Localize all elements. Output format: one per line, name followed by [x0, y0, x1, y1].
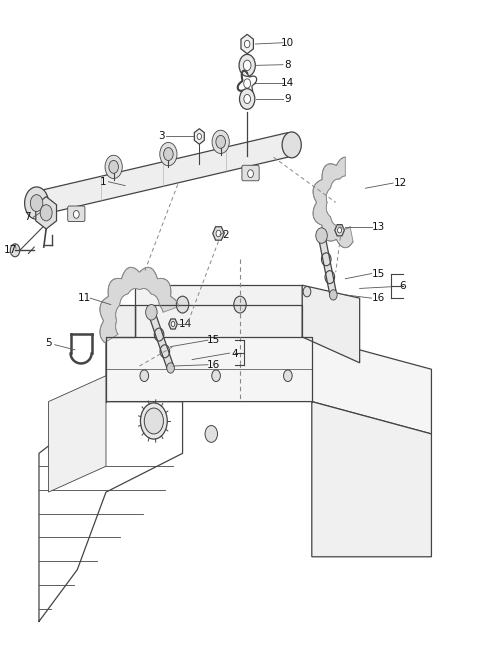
- Circle shape: [282, 132, 301, 158]
- FancyBboxPatch shape: [34, 337, 432, 621]
- Text: 15: 15: [207, 335, 220, 345]
- Polygon shape: [106, 305, 135, 337]
- Circle shape: [234, 296, 246, 313]
- Circle shape: [205, 426, 217, 443]
- Circle shape: [40, 205, 52, 221]
- Circle shape: [216, 135, 226, 148]
- Text: 3: 3: [158, 132, 164, 141]
- Circle shape: [284, 370, 292, 382]
- Circle shape: [171, 321, 175, 327]
- Circle shape: [239, 54, 255, 76]
- Circle shape: [197, 133, 202, 139]
- Text: 14: 14: [179, 319, 192, 329]
- Text: 13: 13: [372, 222, 385, 232]
- Circle shape: [167, 363, 174, 373]
- Polygon shape: [318, 235, 336, 296]
- Text: 2: 2: [222, 230, 229, 240]
- Circle shape: [73, 211, 79, 218]
- Circle shape: [316, 228, 327, 244]
- Circle shape: [105, 156, 122, 178]
- Circle shape: [212, 130, 229, 154]
- Polygon shape: [241, 34, 253, 54]
- Polygon shape: [194, 129, 204, 145]
- Circle shape: [243, 60, 251, 71]
- Circle shape: [10, 244, 20, 257]
- Circle shape: [303, 286, 311, 297]
- FancyBboxPatch shape: [242, 165, 259, 181]
- Text: 12: 12: [394, 178, 407, 188]
- Circle shape: [24, 187, 48, 219]
- Circle shape: [244, 95, 251, 104]
- Circle shape: [337, 227, 342, 233]
- Circle shape: [240, 89, 255, 110]
- Text: 8: 8: [285, 60, 291, 70]
- Text: 1: 1: [100, 177, 107, 187]
- Polygon shape: [148, 310, 174, 370]
- Circle shape: [30, 194, 43, 211]
- Text: 17: 17: [4, 245, 17, 255]
- Circle shape: [248, 170, 253, 178]
- Text: 7: 7: [24, 213, 30, 222]
- Polygon shape: [48, 376, 106, 492]
- Circle shape: [244, 79, 251, 88]
- Polygon shape: [335, 225, 344, 236]
- Text: 16: 16: [207, 360, 220, 370]
- Polygon shape: [313, 157, 353, 248]
- Polygon shape: [302, 285, 360, 363]
- Circle shape: [140, 370, 149, 382]
- Polygon shape: [135, 285, 302, 337]
- Circle shape: [109, 161, 119, 173]
- Text: 15: 15: [372, 268, 385, 279]
- Text: 5: 5: [45, 338, 52, 349]
- Circle shape: [176, 296, 189, 313]
- Circle shape: [160, 143, 177, 166]
- Polygon shape: [312, 402, 432, 557]
- Text: 16: 16: [372, 293, 385, 303]
- Text: 14: 14: [281, 78, 295, 89]
- Text: 11: 11: [78, 293, 91, 303]
- Circle shape: [212, 370, 220, 382]
- Polygon shape: [168, 319, 177, 329]
- Polygon shape: [106, 337, 432, 434]
- Circle shape: [141, 403, 167, 439]
- Text: 9: 9: [285, 94, 291, 104]
- Polygon shape: [100, 268, 179, 343]
- FancyBboxPatch shape: [68, 206, 85, 222]
- Text: 4: 4: [232, 349, 239, 360]
- Circle shape: [329, 290, 337, 300]
- Polygon shape: [36, 196, 57, 229]
- Circle shape: [164, 148, 173, 161]
- Polygon shape: [213, 227, 224, 240]
- Circle shape: [145, 305, 157, 320]
- Text: 6: 6: [399, 281, 406, 292]
- Circle shape: [216, 230, 221, 237]
- Polygon shape: [39, 133, 288, 215]
- Text: 10: 10: [281, 38, 294, 48]
- Circle shape: [244, 40, 250, 48]
- Circle shape: [144, 408, 163, 434]
